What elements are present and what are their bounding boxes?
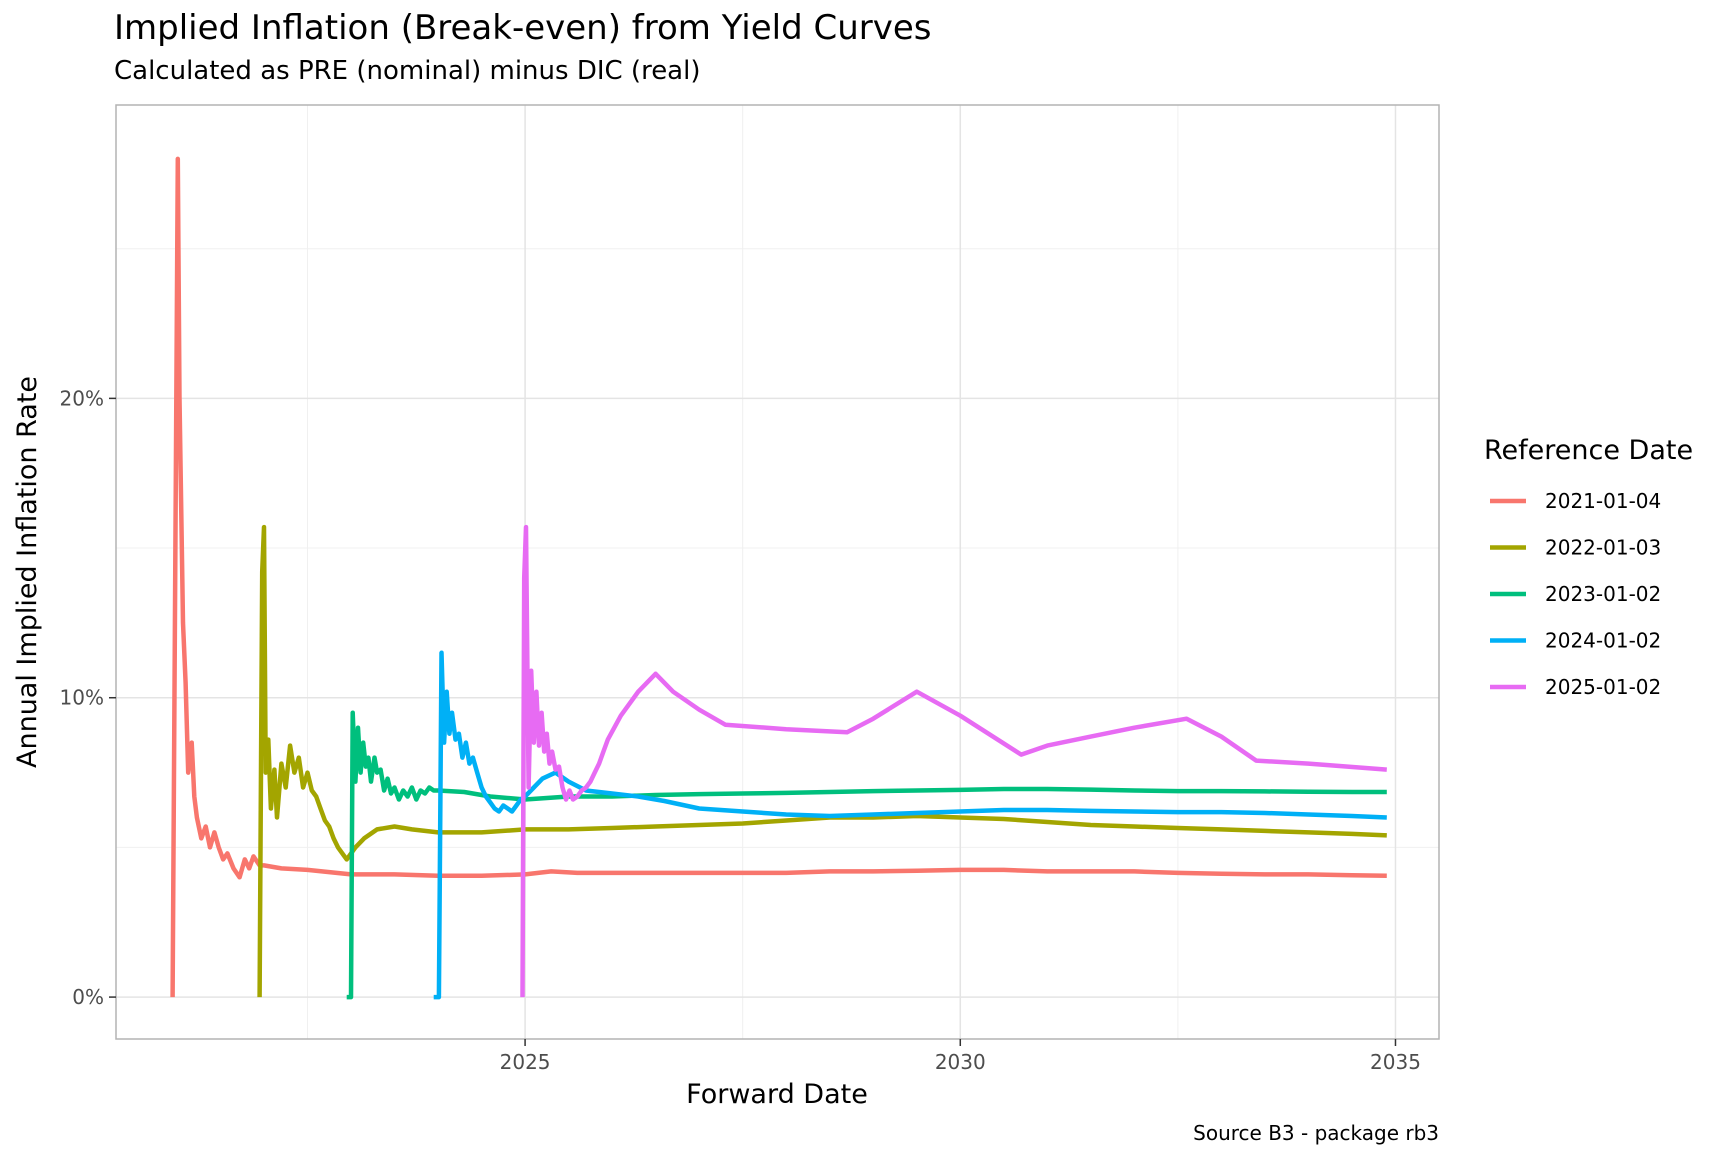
legend-title: Reference Date xyxy=(1484,435,1693,466)
chart-title: Implied Inflation (Break-even) from Yiel… xyxy=(114,8,932,48)
legend-label: 2025-01-02 xyxy=(1545,675,1661,699)
x-tick-label: 2035 xyxy=(1370,1050,1421,1074)
y-axis-title: Annual Implied Inflation Rate xyxy=(12,376,43,768)
series-line-2022-01-03 xyxy=(257,524,1387,998)
series-line-2023-01-02 xyxy=(346,710,1387,1000)
lines-layer xyxy=(170,156,1387,1000)
legend-item: 2022-01-03 xyxy=(1490,536,1661,560)
chart-subtitle: Calculated as PRE (nominal) minus DIC (r… xyxy=(114,56,701,86)
legend-label: 2024-01-02 xyxy=(1545,629,1661,653)
legend-label: 2021-01-04 xyxy=(1545,489,1661,513)
legend: 2021-01-04 2022-01-03 2023-01-02 2024-01-02… xyxy=(1490,489,1661,699)
series-line-2024-01-02 xyxy=(433,650,1387,1000)
series-line-2025-01-02 xyxy=(520,524,1387,998)
x-axis-title: Forward Date xyxy=(686,1079,868,1110)
panel-border xyxy=(115,104,1440,1040)
legend-item: 2025-01-02 xyxy=(1490,675,1661,699)
legend-label: 2022-01-03 xyxy=(1545,536,1661,560)
grid-layer xyxy=(116,105,1439,1039)
series-line-2021-01-04 xyxy=(170,156,1387,998)
y-tick-label: 0% xyxy=(72,985,104,1009)
chart-caption: Source B3 - package rb3 xyxy=(1193,1121,1439,1145)
x-tick-label: 2030 xyxy=(935,1050,986,1074)
legend-item: 2021-01-04 xyxy=(1490,489,1661,513)
legend-item: 2023-01-02 xyxy=(1490,582,1661,606)
legend-label: 2023-01-02 xyxy=(1545,582,1661,606)
legend-item: 2024-01-02 xyxy=(1490,629,1661,653)
x-tick-label: 2025 xyxy=(500,1050,551,1074)
ticks-layer: 2025 2030 2035 0% 10% 20% xyxy=(60,386,1421,1074)
y-tick-label: 20% xyxy=(60,386,104,410)
y-tick-label: 10% xyxy=(60,686,104,710)
